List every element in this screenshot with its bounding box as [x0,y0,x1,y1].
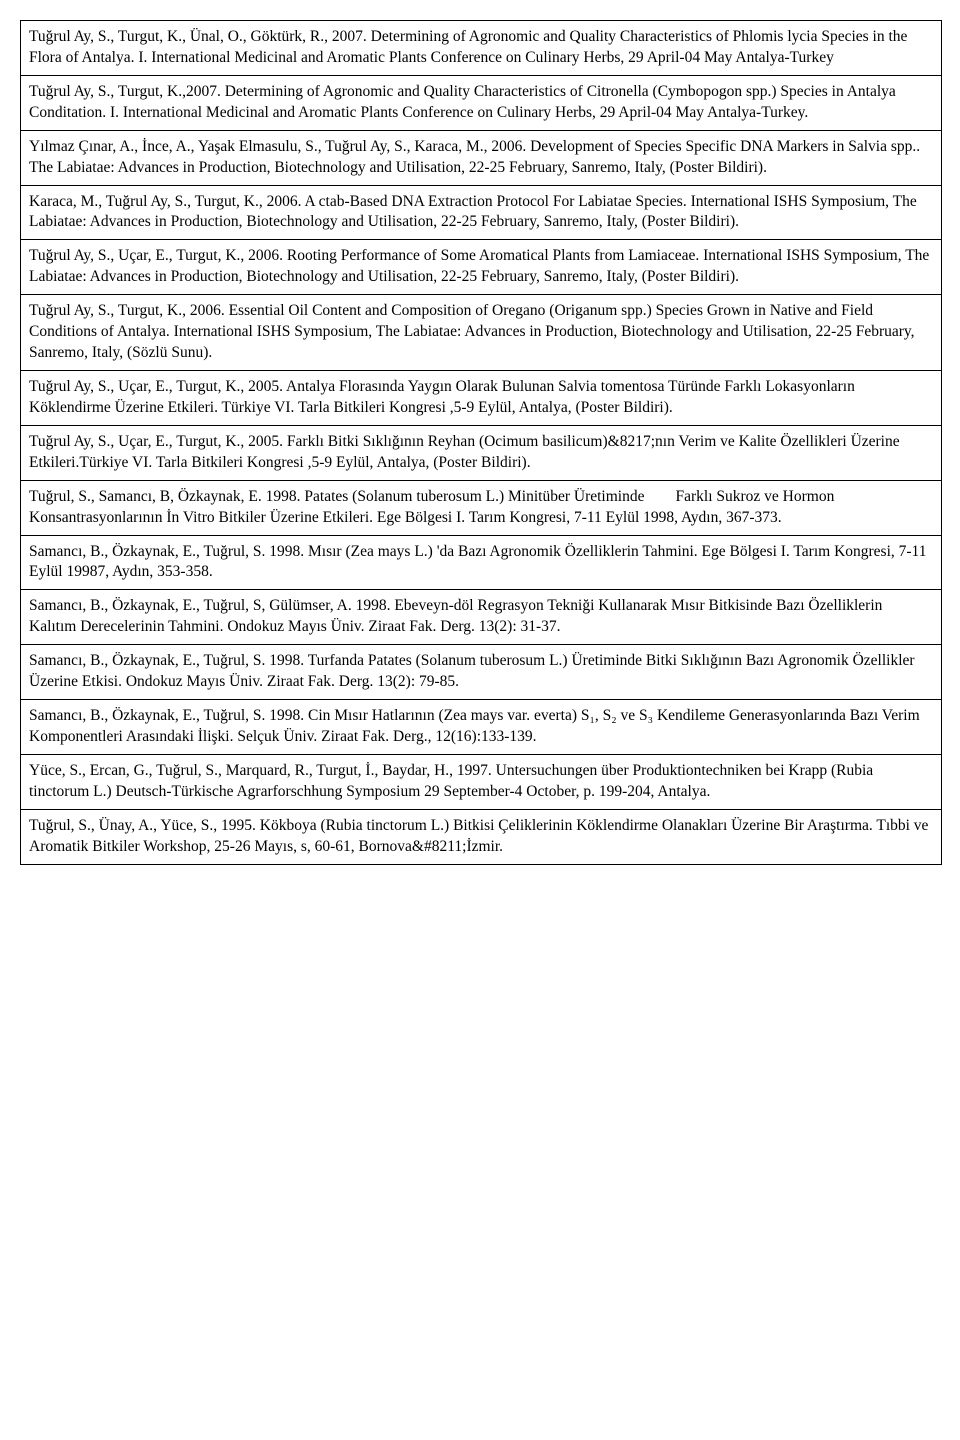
publications-table: Tuğrul Ay, S., Turgut, K., Ünal, O., Gök… [20,20,942,865]
publication-entry: Tuğrul Ay, S., Uçar, E., Turgut, K., 200… [21,239,941,294]
publication-text: Tuğrul Ay, S., Uçar, E., Turgut, K., 200… [29,432,933,474]
publication-entry: Karaca, M., Tuğrul Ay, S., Turgut, K., 2… [21,185,941,240]
publication-entry: Samancı, B., Özkaynak, E., Tuğrul, S. 19… [21,699,941,754]
publication-entry: Samancı, B., Özkaynak, E., Tuğrul, S. 19… [21,644,941,699]
publication-text: Yılmaz Çınar, A., İnce, A., Yaşak Elmasu… [29,137,933,179]
publication-entry: Samancı, B., Özkaynak, E., Tuğrul, S. 19… [21,535,941,590]
publication-entry: Tuğrul, S., Samancı, B, Özkaynak, E. 199… [21,480,941,535]
publication-entry: Tuğrul Ay, S., Turgut, K.,2007. Determin… [21,75,941,130]
publication-text: Tuğrul Ay, S., Uçar, E., Turgut, K., 200… [29,377,933,419]
publication-text: Samancı, B., Özkaynak, E., Tuğrul, S. 19… [29,706,933,748]
publication-entry: Yüce, S., Ercan, G., Tuğrul, S., Marquar… [21,754,941,809]
publication-text: Tuğrul Ay, S., Uçar, E., Turgut, K., 200… [29,246,933,288]
publication-text: Samancı, B., Özkaynak, E., Tuğrul, S, Gü… [29,596,933,638]
publication-entry: Tuğrul Ay, S., Turgut, K., Ünal, O., Gök… [21,20,941,75]
publication-text: Yüce, S., Ercan, G., Tuğrul, S., Marquar… [29,761,933,803]
publication-entry: Yılmaz Çınar, A., İnce, A., Yaşak Elmasu… [21,130,941,185]
publication-text: Karaca, M., Tuğrul Ay, S., Turgut, K., 2… [29,192,933,234]
publication-text: Tuğrul Ay, S., Turgut, K., 2006. Essenti… [29,301,933,364]
publication-text: Tuğrul Ay, S., Turgut, K., Ünal, O., Gök… [29,27,933,69]
publication-text: Tuğrul, S., Ünay, A., Yüce, S., 1995. Kö… [29,816,933,858]
publication-entry: Tuğrul, S., Ünay, A., Yüce, S., 1995. Kö… [21,809,941,864]
publication-entry: Samancı, B., Özkaynak, E., Tuğrul, S, Gü… [21,589,941,644]
publication-text: Samancı, B., Özkaynak, E., Tuğrul, S. 19… [29,651,933,693]
publication-entry: Tuğrul Ay, S., Turgut, K., 2006. Essenti… [21,294,941,370]
publication-text: Samancı, B., Özkaynak, E., Tuğrul, S. 19… [29,542,933,584]
publication-entry: Tuğrul Ay, S., Uçar, E., Turgut, K., 200… [21,370,941,425]
publication-text: Tuğrul, S., Samancı, B, Özkaynak, E. 199… [29,487,933,529]
publication-text: Tuğrul Ay, S., Turgut, K.,2007. Determin… [29,82,933,124]
publication-entry: Tuğrul Ay, S., Uçar, E., Turgut, K., 200… [21,425,941,480]
